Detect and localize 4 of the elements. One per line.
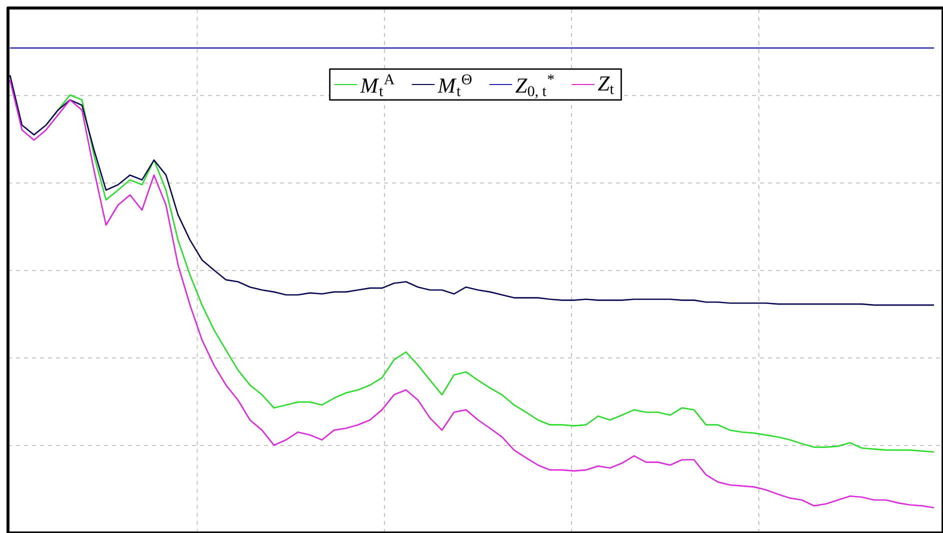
legend-label: Z$_{0, t}$* <box>516 74 554 98</box>
legend-label: M$_{t}$A <box>360 74 395 96</box>
legend-label: M$_{t}$Θ <box>438 74 472 96</box>
legend-label: Z$_{t}$ <box>598 76 614 94</box>
